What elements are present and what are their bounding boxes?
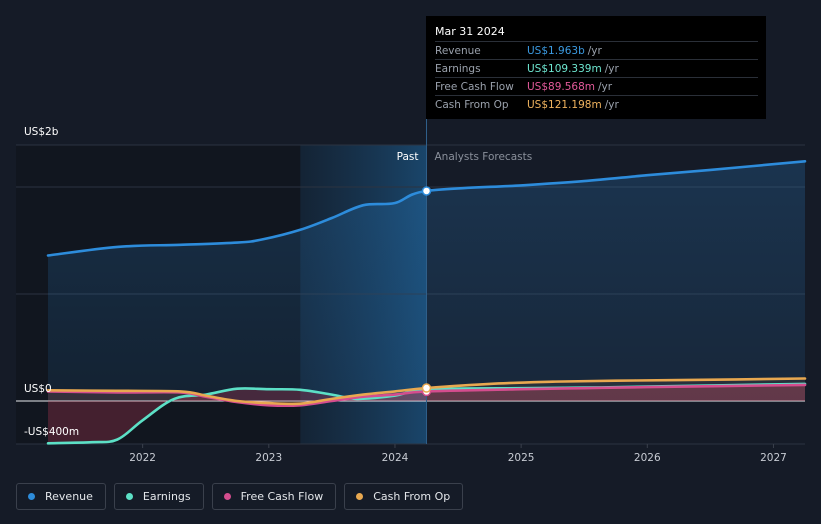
legend-item-revenue[interactable]: Revenue bbox=[16, 483, 106, 510]
tooltip-value: US$109.339m bbox=[527, 62, 602, 75]
tooltip-date: Mar 31 2024 bbox=[435, 25, 505, 38]
legend-item-earnings[interactable]: Earnings bbox=[113, 483, 204, 510]
tooltip-unit: /yr bbox=[604, 62, 619, 75]
y-label-top: US$2b bbox=[24, 126, 59, 138]
legend-label: Free Cash Flow bbox=[240, 490, 324, 503]
legend-label: Earnings bbox=[142, 490, 191, 503]
x-tick-label: 2025 bbox=[508, 452, 535, 464]
tooltip-unit: /yr bbox=[604, 98, 619, 111]
area-earnings bbox=[48, 383, 805, 444]
tooltip-label: Free Cash Flow bbox=[435, 80, 514, 93]
tooltip-value: US$121.198m bbox=[527, 98, 602, 111]
legend-label: Revenue bbox=[45, 490, 93, 503]
tooltip-row-free-cash-flow: Free Cash Flow US$89.568m /yr bbox=[435, 77, 758, 95]
legend-dot bbox=[125, 493, 133, 500]
legend-item-cash-from-op[interactable]: Cash From Op bbox=[344, 483, 464, 510]
tooltip-unit: /yr bbox=[587, 44, 602, 57]
x-tick-label: 2023 bbox=[255, 452, 282, 464]
x-tick-label: 2027 bbox=[760, 452, 787, 464]
tooltip-value: US$1.963b bbox=[527, 44, 585, 57]
x-tick-label: 2026 bbox=[634, 452, 661, 464]
legend-dot bbox=[223, 493, 231, 500]
tooltip-value: US$89.568m bbox=[527, 80, 595, 93]
y-label-zero: US$0 bbox=[24, 383, 52, 395]
tooltip-label: Cash From Op bbox=[435, 98, 509, 111]
tooltip-row-cash-from-op: Cash From Op US$121.198m /yr bbox=[435, 95, 758, 113]
legend-dot bbox=[28, 493, 35, 500]
tooltip-panel: Mar 31 2024 Revenue US$1.963b /yr Earnin… bbox=[426, 16, 766, 119]
past-label: Past bbox=[397, 151, 419, 163]
legend: Revenue Earnings Free Cash Flow Cash Fro… bbox=[16, 483, 464, 510]
forecast-label: Analysts Forecasts bbox=[435, 151, 533, 163]
tooltip-row-earnings: Earnings US$109.339m /yr bbox=[435, 59, 758, 77]
x-tick-label: 2022 bbox=[129, 452, 156, 464]
data-point-revenue bbox=[421, 186, 432, 196]
tooltip-label: Earnings bbox=[435, 62, 481, 75]
y-label-bottom: -US$400m bbox=[24, 426, 80, 438]
legend-dot bbox=[356, 493, 364, 500]
x-tick-label: 2024 bbox=[382, 452, 409, 464]
series-line-cash-from-op bbox=[46, 377, 807, 406]
tooltip-row-revenue: Revenue US$1.963b /yr bbox=[435, 41, 758, 59]
legend-item-free-cash-flow[interactable]: Free Cash Flow bbox=[211, 483, 337, 510]
data-point-cash-from-op bbox=[421, 383, 432, 393]
tooltip-label: Revenue bbox=[435, 44, 481, 57]
tooltip-unit: /yr bbox=[598, 80, 613, 93]
series-line-revenue bbox=[46, 160, 807, 257]
legend-label: Cash From Op bbox=[373, 490, 451, 503]
